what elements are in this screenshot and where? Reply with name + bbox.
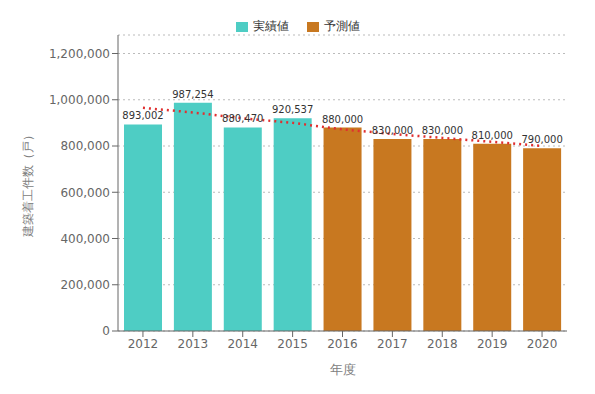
svg-text:年度: 年度 (330, 362, 356, 377)
svg-text:893,002: 893,002 (122, 110, 163, 121)
svg-text:2012: 2012 (128, 337, 159, 351)
svg-text:1,200,000: 1,200,000 (49, 47, 110, 61)
svg-text:2015: 2015 (277, 337, 308, 351)
svg-text:987,254: 987,254 (172, 89, 213, 100)
svg-text:2019: 2019 (477, 337, 508, 351)
svg-text:830,000: 830,000 (372, 125, 413, 136)
svg-text:790,000: 790,000 (521, 134, 562, 145)
html-text:予測値: 予測値 (323, 19, 360, 33)
svg-text:2016: 2016 (327, 337, 358, 351)
svg-text:2014: 2014 (227, 337, 258, 351)
svg-text:830,000: 830,000 (422, 125, 463, 136)
svg-text:2020: 2020 (527, 337, 558, 351)
svg-text:建築着工件数（戸）: 建築着工件数（戸） (21, 129, 35, 238)
svg-text:800,000: 800,000 (60, 139, 110, 153)
svg-text:2017: 2017 (377, 337, 408, 351)
svg-text:600,000: 600,000 (60, 186, 110, 200)
svg-text:880,000: 880,000 (322, 114, 363, 125)
svg-text:1,000,000: 1,000,000 (49, 93, 110, 107)
svg-text:2018: 2018 (427, 337, 458, 351)
html-text:実績値: 実績値 (252, 19, 289, 33)
svg-text:0: 0 (102, 324, 110, 338)
svg-text:400,000: 400,000 (60, 232, 110, 246)
svg-text:2013: 2013 (178, 337, 209, 351)
svg-text:920,537: 920,537 (272, 104, 313, 115)
svg-text:200,000: 200,000 (60, 278, 110, 292)
svg-text:880,470: 880,470 (222, 113, 263, 124)
svg-text:810,000: 810,000 (472, 130, 513, 141)
